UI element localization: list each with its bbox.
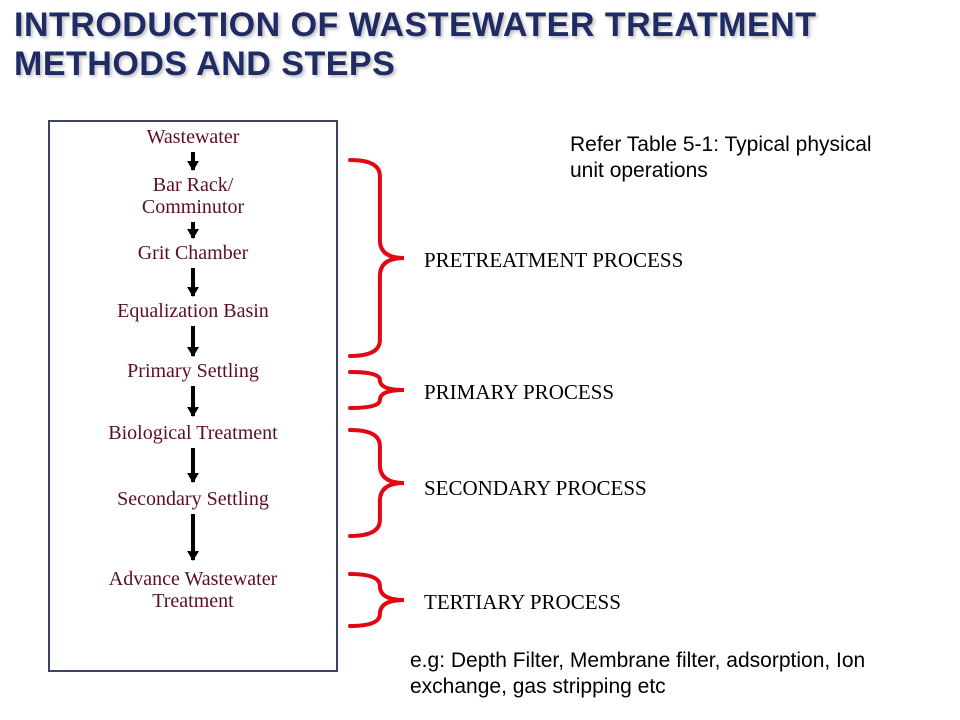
step-equalization-basin: Equalization Basin	[50, 300, 336, 322]
flow-box: Wastewater Bar Rack/ Comminutor Grit Cha…	[48, 120, 338, 672]
page-title: Introduction of wastewater treatment met…	[0, 0, 960, 84]
flow-arrow	[191, 268, 195, 296]
flow-arrow	[191, 152, 195, 170]
label-secondary: SECONDARY PROCESS	[424, 476, 647, 501]
brace-secondary	[348, 428, 406, 538]
flow-arrow	[191, 222, 195, 238]
label-tertiary: TERTIARY PROCESS	[424, 590, 621, 615]
step-wastewater: Wastewater	[50, 126, 336, 148]
brace-pretreatment	[348, 158, 406, 358]
label-primary: PRIMARY PROCESS	[424, 380, 614, 405]
label-pretreatment: PRETREATMENT PROCESS	[424, 248, 683, 273]
flow-arrow	[191, 514, 195, 560]
step-secondary-settling: Secondary Settling	[50, 488, 336, 510]
step-grit-chamber: Grit Chamber	[50, 242, 336, 264]
step-advance-treatment: Advance Wastewater Treatment	[50, 568, 336, 612]
flow-arrow	[191, 448, 195, 482]
note-bottom: e.g: Depth Filter, Membrane filter, adso…	[410, 648, 950, 701]
step-primary-settling: Primary Settling	[50, 360, 336, 382]
brace-primary	[348, 370, 406, 410]
note-top: Refer Table 5-1: Typical physical unit o…	[570, 132, 910, 185]
flow-arrow	[191, 326, 195, 356]
step-bar-rack: Bar Rack/ Comminutor	[50, 174, 336, 218]
brace-tertiary	[348, 572, 406, 628]
step-biological-treatment: Biological Treatment	[50, 422, 336, 444]
flow-arrow	[191, 386, 195, 416]
